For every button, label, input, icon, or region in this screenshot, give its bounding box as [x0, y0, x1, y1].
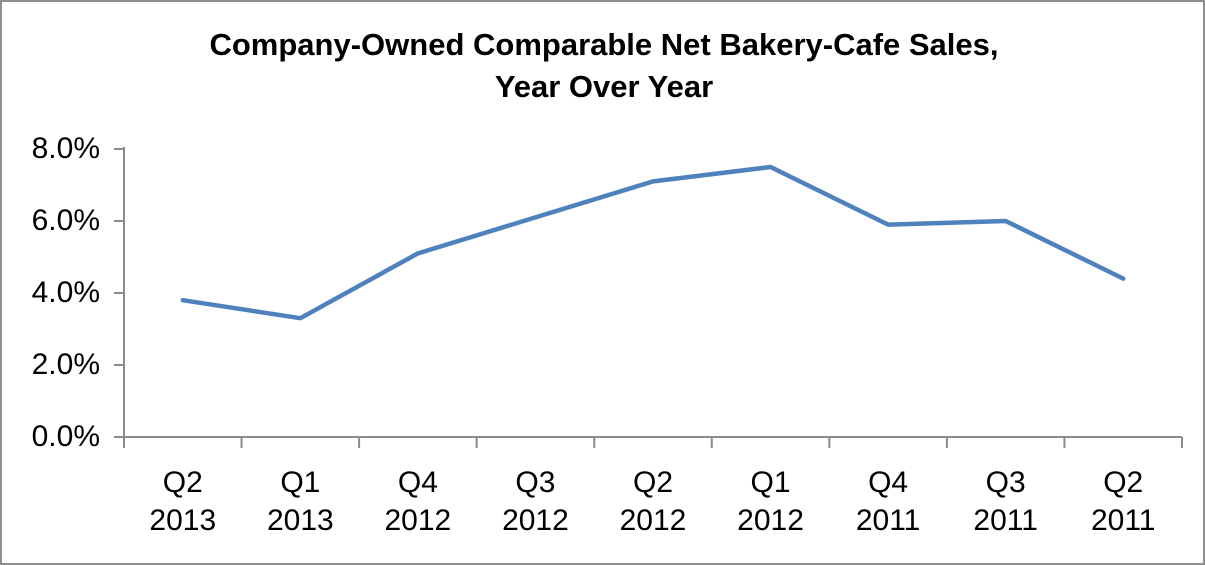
x-category-quarter: Q4: [868, 466, 909, 499]
x-axis-category-label: Q1 2013: [241, 464, 359, 540]
x-axis-category-label: Q2 2013: [124, 464, 242, 540]
x-category-quarter: Q1: [750, 466, 791, 499]
y-axis-tick-label: 2.0%: [31, 348, 100, 381]
y-axis-tick-label: 6.0%: [31, 204, 100, 237]
x-category-quarter: Q2: [162, 466, 203, 499]
data-series-line: [180, 164, 1126, 321]
x-axis-category-label: Q1 2012: [712, 464, 830, 540]
x-category-year: 2012: [502, 504, 569, 537]
x-axis-category-label: Q2 2012: [594, 464, 712, 540]
x-category-year: 2013: [149, 504, 217, 537]
x-category-quarter: Q3: [515, 466, 556, 499]
x-category-year: 2011: [973, 504, 1038, 537]
x-axis-category-label: Q3 2012: [476, 464, 594, 540]
x-category-quarter: Q2: [632, 466, 674, 499]
x-category-year: 2012: [619, 504, 687, 537]
y-axis-tick-label: 4.0%: [31, 276, 100, 309]
x-axis-category-label: Q2 2011: [1064, 464, 1182, 540]
x-category-year: 2011: [855, 504, 921, 537]
x-axis-category-label: Q4 2012: [359, 464, 477, 540]
x-axis-category-label: Q4 2011: [829, 464, 947, 540]
x-category-quarter: Q2: [1103, 466, 1144, 499]
x-category-quarter: Q4: [397, 466, 438, 499]
x-category-quarter: Q3: [985, 466, 1026, 499]
x-category-year: 2013: [266, 504, 334, 537]
x-category-year: 2012: [384, 504, 452, 537]
x-category-quarter: Q1: [280, 466, 321, 499]
x-axis-category-label: Q3 2011: [947, 464, 1065, 540]
x-category-year: 2011: [1090, 504, 1156, 537]
chart-title-line2: Year Over Year: [494, 69, 714, 104]
y-axis-tick-label: 8.0%: [31, 132, 100, 165]
chart-title: Company-Owned Comparable Net Bakery-Cafe…: [209, 24, 998, 108]
chart-title-line1: Company-Owned Comparable Net Bakery-Cafe…: [209, 27, 999, 62]
x-category-year: 2012: [737, 504, 804, 537]
y-axis-tick-label: 0.0%: [31, 420, 100, 453]
